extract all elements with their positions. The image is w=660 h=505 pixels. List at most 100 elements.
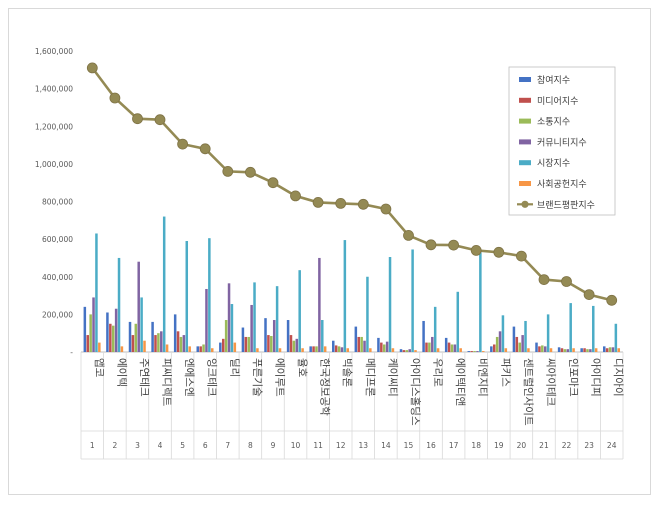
bar-3-22	[563, 349, 567, 352]
bar-3-23	[586, 349, 589, 352]
bar-3-20	[518, 342, 521, 352]
bar-2-6	[199, 346, 202, 352]
index-label: 17	[449, 441, 459, 450]
bar-2-18	[470, 351, 473, 352]
brand-index-point	[222, 165, 234, 177]
legend-swatch	[519, 118, 531, 124]
index-label: 4	[158, 441, 163, 450]
bar-3-8	[247, 336, 250, 352]
category-label: 디지아이	[612, 358, 624, 397]
category-label: 주연테크	[138, 358, 150, 397]
brand-index-point	[403, 229, 414, 241]
bar-4-24	[611, 347, 615, 352]
index-label: 9	[271, 441, 276, 450]
bar-5-20	[524, 320, 527, 352]
bar-3-6	[202, 344, 205, 352]
bar-4-9	[272, 320, 276, 352]
bar-5-11	[321, 320, 324, 352]
bar-3-17	[450, 344, 454, 352]
bar-3-11	[315, 346, 318, 352]
bar-6-14	[391, 348, 395, 352]
category-label: 한국정보공학	[319, 358, 331, 416]
bar-6-19	[504, 348, 508, 352]
category-label: 에이텍티앤	[454, 358, 466, 406]
bar-1-19	[490, 346, 493, 352]
category-label: 잉크테크	[206, 358, 218, 397]
brand-index-point	[493, 246, 505, 258]
bar-5-10	[298, 270, 301, 352]
bar-2-17	[447, 342, 451, 352]
category-label: 아이디스홀딩스	[409, 358, 422, 426]
bar-4-11	[318, 257, 321, 352]
bar-3-13	[360, 336, 363, 352]
bar-6-22	[572, 348, 575, 352]
index-label: 8	[248, 441, 253, 450]
index-label: 1	[90, 441, 95, 450]
index-label: 15	[404, 441, 414, 450]
bar-4-2	[114, 308, 118, 352]
bar-1-21	[535, 342, 538, 352]
legend-label: 시장지수	[537, 158, 570, 169]
bar-5-4	[162, 216, 166, 352]
bar-6-7	[233, 342, 237, 352]
brand-reputation-chart: - 200,000 400,000 600,000 800,000 1,000,000 1,…	[35, 47, 624, 460]
bar-1-2	[106, 312, 109, 352]
brand-index-point	[109, 92, 121, 104]
y-tick-label: -	[70, 348, 73, 357]
bar-4-17	[453, 344, 457, 352]
y-tick-label: 200,000	[42, 310, 73, 319]
bar-2-21	[538, 346, 541, 352]
bar-6-17	[459, 348, 462, 352]
legend-label: 미디어지수	[537, 96, 578, 107]
brand-index-point	[177, 138, 189, 150]
bar-5-12	[343, 240, 347, 352]
bar-1-16	[422, 320, 425, 352]
bar-4-16	[431, 336, 434, 352]
bar-6-20	[527, 348, 530, 352]
bar-1-3	[128, 321, 132, 352]
brand-index-point	[244, 166, 256, 178]
legend-line-marker	[521, 200, 529, 208]
bar-1-23	[580, 348, 583, 352]
index-label: 16	[426, 441, 436, 450]
bar-2-16	[425, 342, 428, 352]
bar-4-18	[476, 351, 479, 352]
bar-4-1	[92, 297, 95, 352]
bar-2-3	[131, 335, 135, 352]
brand-index-point	[267, 177, 279, 189]
bar-3-4	[157, 333, 160, 352]
brand-index-point	[606, 294, 618, 306]
bar-2-1	[86, 335, 89, 352]
bar-4-15	[408, 349, 411, 352]
brand-index-point	[516, 250, 527, 262]
index-label: 10	[291, 441, 301, 450]
brand-index-point	[290, 190, 301, 202]
bar-2-15	[402, 350, 406, 352]
brand-index-point	[154, 114, 166, 126]
index-label: 18	[471, 441, 481, 450]
index-label: 21	[539, 441, 549, 450]
bar-3-12	[337, 346, 341, 352]
bar-2-20	[515, 336, 519, 352]
category-label: 앱코	[93, 358, 105, 378]
index-label: 5	[180, 441, 185, 450]
bar-1-11	[309, 346, 312, 352]
bar-3-18	[473, 351, 476, 352]
bar-3-14	[382, 344, 386, 352]
brand-index-point	[561, 276, 572, 287]
bar-1-1	[83, 306, 87, 352]
index-label: 6	[203, 441, 208, 450]
bar-6-16	[436, 348, 440, 352]
bar-6-10	[301, 348, 304, 352]
bar-3-24	[608, 347, 612, 352]
category-label: 케이씨티	[386, 358, 398, 397]
bar-3-3	[134, 323, 138, 352]
y-tick-label: 1,600,000	[35, 47, 73, 56]
category-label: 인포마크	[567, 358, 579, 397]
brand-index-point	[357, 198, 369, 210]
index-label: 3	[135, 441, 140, 450]
y-tick-label: 600,000	[42, 235, 73, 244]
legend-swatch	[519, 97, 531, 103]
brand-index-point	[470, 244, 482, 256]
bar-1-13	[354, 326, 358, 352]
